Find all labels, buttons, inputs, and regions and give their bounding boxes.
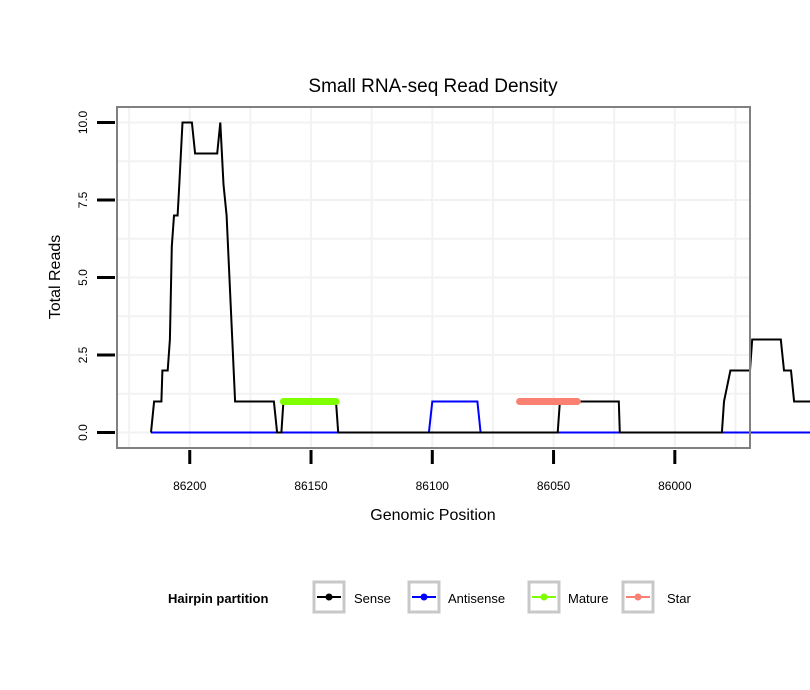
legend-label: Star [667, 591, 692, 606]
legend-item-sense: Sense [312, 580, 391, 614]
y-tick-label: 2.5 [76, 346, 90, 363]
y-tick-label: 10.0 [76, 110, 90, 134]
x-tick-label: 86200 [173, 479, 207, 493]
legend-label: Mature [568, 591, 608, 606]
grid-lines [117, 107, 750, 448]
series-layer [150, 121, 810, 434]
x-tick-label: 86100 [416, 479, 450, 493]
legend-label: Sense [354, 591, 391, 606]
legend-item-antisense: Antisense [407, 580, 505, 614]
plot-border [116, 106, 751, 449]
legend-key-point [634, 593, 642, 601]
y-tick-label: 7.5 [76, 191, 90, 208]
legend-label: Antisense [448, 591, 505, 606]
legend-key-point [420, 593, 428, 601]
series-sense-line [150, 121, 810, 434]
y-tick-label: 5.0 [76, 269, 90, 286]
y-axis: 0.0 2.5 5.0 7.5 10.0 [76, 110, 115, 441]
x-axis-title: Genomic Position [370, 507, 495, 524]
x-tick-label: 86050 [537, 479, 571, 493]
y-axis-title: Total Reads [47, 235, 64, 320]
legend-key-point [540, 593, 548, 601]
legend-item-mature: Mature [527, 580, 608, 614]
x-tick-label: 86150 [294, 479, 328, 493]
legend-item-star: Star [621, 580, 692, 614]
x-axis: 86200 86150 86100 86050 86000 [173, 450, 692, 493]
legend: Hairpin partition Sense Antisense Mature St… [168, 580, 692, 614]
chart-title: Small RNA-seq Read Density [308, 76, 558, 97]
legend-title: Hairpin partition [168, 591, 268, 606]
x-tick-label: 86000 [658, 479, 692, 493]
y-tick-label: 0.0 [76, 424, 90, 441]
legend-key-point [325, 593, 333, 601]
